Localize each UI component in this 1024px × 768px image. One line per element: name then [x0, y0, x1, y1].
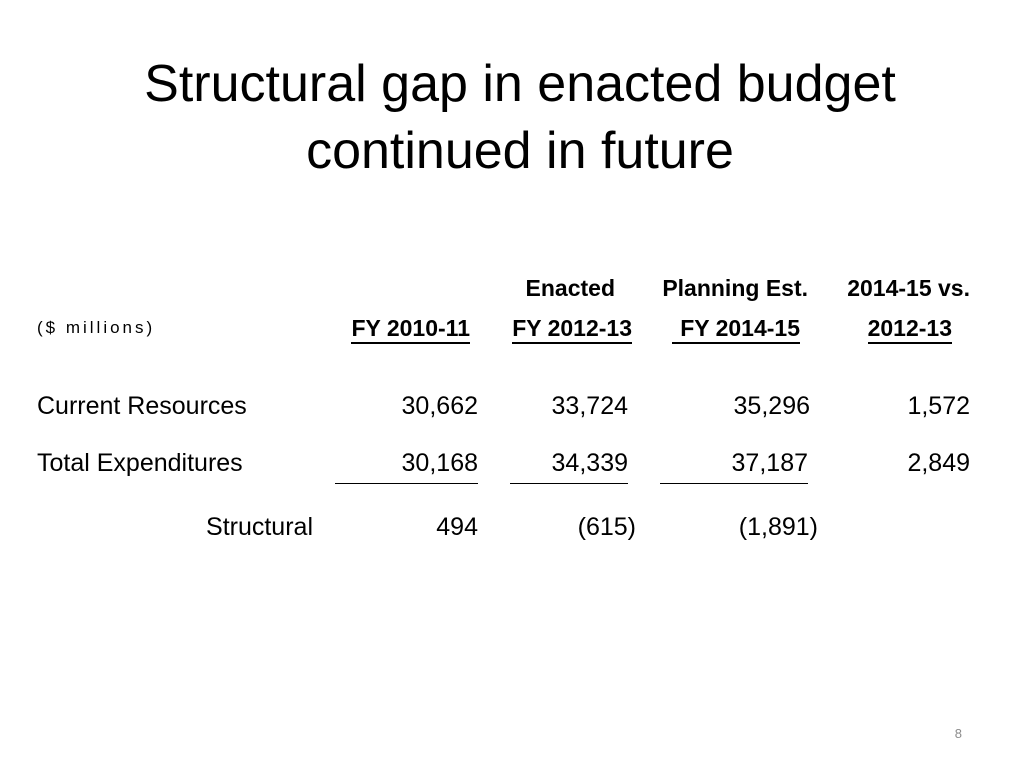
cell-total-expenditures-fy2014-15: 37,187 [660, 448, 808, 484]
cell-current-resources-change: 1,572 [907, 392, 970, 420]
table-units-label: ($ millions) [37, 318, 156, 337]
cell-current-resources-fy2012-13: 33,724 [551, 392, 628, 420]
row-label-total-expenditures: Total Expenditures [37, 449, 243, 477]
cell-structural-fy2010-11: 494 [436, 513, 478, 541]
cell-total-expenditures-fy2010-11: 30,168 [335, 448, 478, 484]
col-header-top-planning-est: Planning Est. [662, 275, 808, 301]
col-header-top-vs: 2014-15 vs. [847, 275, 970, 301]
page-number: 8 [954, 726, 962, 741]
row-label-structural: Structural [206, 513, 313, 541]
cell-total-expenditures-fy2012-13: 34,339 [510, 448, 628, 484]
col-header-fy-2010-11: FY 2010-11 [351, 314, 470, 344]
row-label-current-resources: Current Resources [37, 392, 247, 420]
cell-total-expenditures-change: 2,849 [907, 449, 970, 477]
slide-title-line-1: Structural gap in enacted budget [144, 55, 896, 113]
col-header-change: 2012-13 [867, 314, 952, 344]
col-header-top-enacted: Enacted [525, 275, 615, 301]
cell-structural-fy2014-15: (1,891) [738, 513, 818, 541]
slide-title-line-2: continued in future [306, 122, 734, 180]
col-header-fy-2014-15: FY 2014-15 [672, 314, 800, 344]
cell-current-resources-fy2010-11: 30,662 [401, 392, 478, 420]
cell-current-resources-fy2014-15: 35,296 [733, 392, 810, 420]
cell-structural-fy2012-13: (615) [577, 513, 636, 541]
slide-title: Structural gap in enacted budget continu… [0, 51, 1024, 185]
col-header-fy-2012-13: FY 2012-13 [512, 314, 632, 344]
